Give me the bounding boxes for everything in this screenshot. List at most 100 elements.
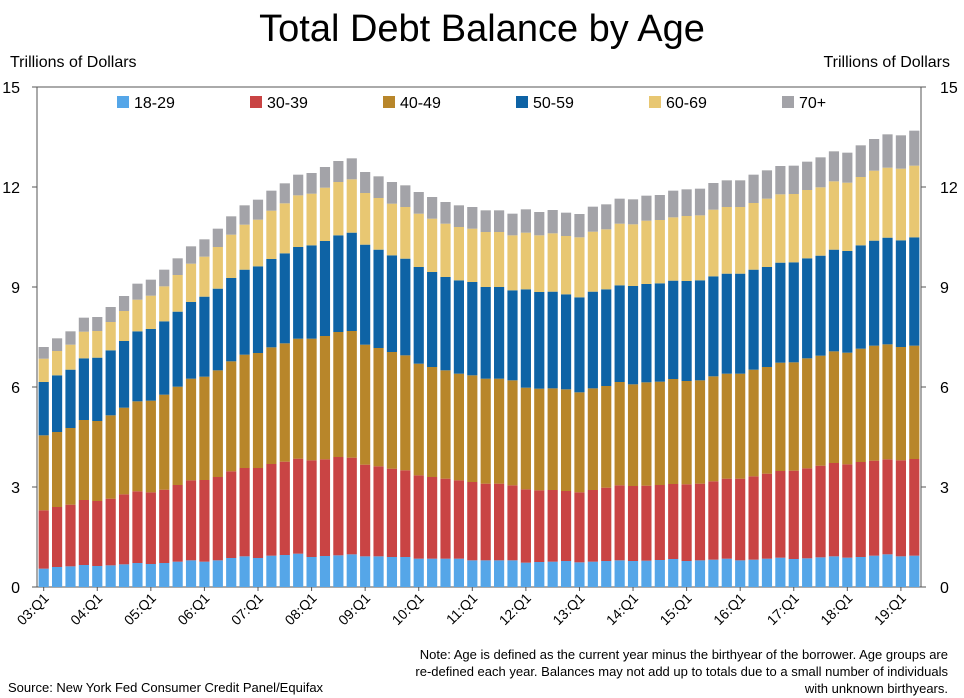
bar-60-69-22 [333, 182, 344, 236]
bar-50-59-31 [453, 280, 464, 374]
bar-70+-32 [467, 207, 478, 229]
bar-70+-18 [279, 183, 290, 204]
bar-18-29-25 [373, 556, 384, 587]
y-tick-label-right: 3 [940, 480, 949, 497]
bar-40-49-33 [480, 378, 491, 484]
bar-50-59-21 [319, 241, 331, 336]
bar-50-59-23 [346, 232, 357, 331]
bar-70+-51 [721, 180, 732, 207]
bar-70+-12 [199, 239, 210, 257]
plot-area-frame [36, 86, 922, 588]
bar-50-59-27 [400, 258, 411, 356]
bar-60-69-58 [815, 187, 826, 256]
bar-60-69-20 [306, 193, 317, 246]
bar-30-39-21 [319, 459, 331, 556]
bar-50-59-28 [413, 267, 424, 364]
bar-40-49-62 [869, 345, 880, 461]
bar-60-69-18 [279, 203, 290, 254]
bar-30-39-61 [855, 462, 866, 557]
bar-18-29-44 [627, 561, 639, 587]
bar-40-49-28 [413, 363, 424, 476]
bar-18-29-42 [601, 561, 612, 587]
bar-30-39-39 [560, 491, 572, 561]
bar-60-69-53 [748, 203, 759, 270]
bar-40-49-8 [145, 400, 156, 493]
bar-70+-60 [842, 152, 853, 183]
bar-50-59-7 [132, 331, 143, 402]
bar-60-69-23 [346, 179, 357, 233]
bar-40-49-11 [185, 378, 197, 481]
bar-30-39-10 [172, 485, 183, 562]
bar-18-29-54 [761, 558, 773, 587]
bar-60-69-51 [721, 207, 732, 274]
bar-60-69-34 [494, 232, 505, 287]
bar-60-69-44 [627, 224, 639, 286]
bar-50-59-57 [802, 258, 813, 359]
bar-30-39-60 [842, 464, 853, 558]
bar-40-49-58 [815, 355, 826, 466]
bar-30-39-62 [869, 460, 880, 556]
bar-60-69-21 [319, 187, 331, 241]
bar-70+-16 [252, 199, 264, 220]
bar-40-49-55 [775, 362, 786, 471]
bar-30-39-58 [815, 465, 826, 558]
bar-70+-45 [641, 195, 652, 221]
bar-60-69-36 [520, 232, 531, 290]
bar-50-59-61 [855, 245, 866, 349]
bar-50-59-58 [815, 255, 826, 356]
bar-40-49-30 [440, 370, 451, 479]
bar-18-29-53 [748, 559, 759, 587]
bar-70+-44 [627, 199, 639, 225]
bar-60-69-1 [52, 351, 63, 376]
bar-60-69-43 [614, 223, 625, 286]
bar-18-29-38 [547, 561, 558, 587]
bar-60-69-50 [708, 209, 719, 277]
bar-18-29-3 [78, 565, 89, 587]
bar-70+-48 [681, 189, 692, 216]
bar-50-59-5 [105, 350, 116, 416]
bar-40-49-13 [212, 370, 223, 477]
bar-18-29-63 [882, 554, 893, 587]
bar-70+-34 [494, 210, 505, 232]
legend-label-50-59: 50-59 [533, 95, 574, 112]
bar-40-49-18 [279, 343, 290, 462]
bar-50-59-22 [333, 235, 344, 332]
bar-40-49-46 [654, 381, 665, 485]
bar-30-39-11 [185, 480, 197, 561]
bar-40-49-15 [239, 354, 250, 468]
bar-50-59-47 [668, 280, 679, 379]
bar-60-69-15 [239, 224, 250, 270]
bar-70+-22 [333, 161, 344, 182]
footnote: Note: Age is defined as the current year… [415, 647, 948, 696]
bar-40-49-19 [293, 338, 304, 459]
bar-50-59-46 [654, 283, 665, 382]
legend-swatch-50-59 [516, 96, 528, 108]
chart-title: Total Debt Balance by Age [259, 8, 705, 50]
bar-40-49-3 [78, 420, 89, 500]
bar-70+-39 [560, 212, 572, 236]
bar-30-39-9 [159, 489, 170, 563]
bar-70+-43 [614, 198, 625, 224]
bar-18-29-21 [319, 556, 331, 587]
bar-70+-30 [440, 202, 451, 224]
bar-70+-10 [172, 258, 183, 275]
bar-60-69-61 [855, 177, 866, 246]
bar-40-49-4 [92, 421, 103, 501]
bar-50-59-59 [828, 249, 840, 352]
bar-40-49-56 [788, 362, 799, 471]
bar-60-69-39 [560, 236, 572, 295]
bar-30-39-41 [587, 490, 598, 562]
bar-60-69-57 [802, 190, 813, 259]
bar-40-49-5 [105, 415, 116, 499]
bar-40-49-35 [507, 380, 518, 486]
legend-swatch-18-29 [117, 96, 129, 108]
bar-60-69-6 [118, 311, 130, 341]
bar-60-69-7 [132, 299, 143, 332]
bar-70+-29 [427, 197, 438, 219]
bar-30-39-65 [909, 459, 920, 556]
bar-50-59-53 [748, 269, 759, 370]
bar-50-59-2 [65, 369, 76, 428]
bar-70+-52 [735, 180, 746, 207]
bar-40-49-57 [802, 358, 813, 469]
bar-60-69-13 [212, 247, 223, 289]
